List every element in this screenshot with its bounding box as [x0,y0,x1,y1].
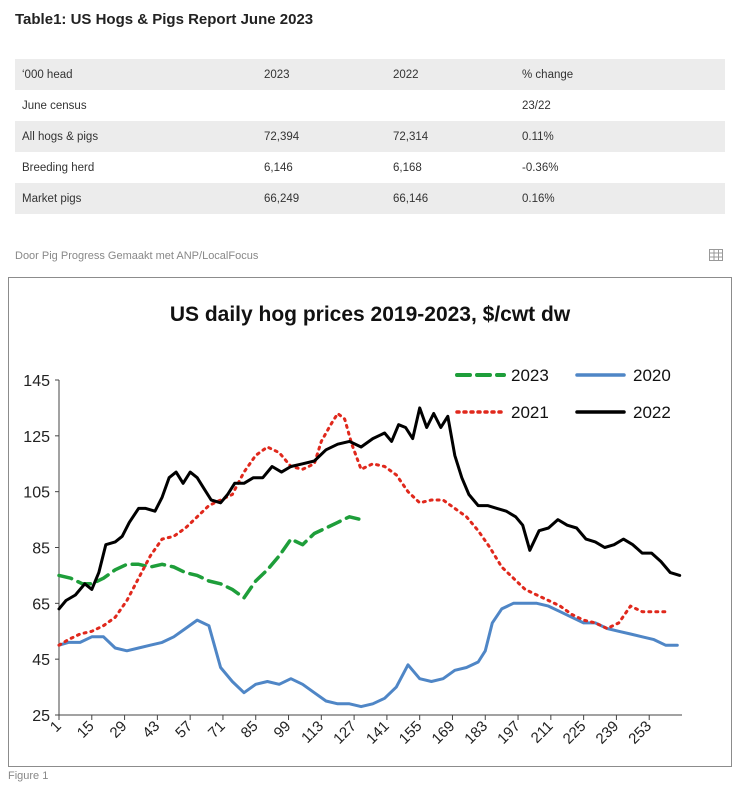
y-tick-label: 125 [23,429,50,446]
x-tick-label: 57 [172,718,196,742]
legend-label-2022: 2022 [633,403,671,422]
hog-price-chart: US daily hog prices 2019-2023, $/cwt dw 2… [23,303,682,748]
x-tick-label: 155 [396,718,426,748]
header-cell: 2023 [257,59,386,90]
header-cell: 2022 [386,59,515,90]
table-cell: 0.11% [515,121,725,152]
series-line-2022 [57,406,682,611]
x-tick-label: 141 [363,718,393,748]
y-tick-label: 105 [23,485,50,502]
y-tick-label: 25 [32,708,50,725]
series-line-2020 [57,601,679,709]
table-grid-icon[interactable] [709,249,723,261]
x-tick-label: 43 [139,718,163,742]
table-row: June census 23/22 [15,90,725,121]
table-row: Breeding herd 6,146 6,168 -0.36% [15,152,725,183]
x-tick-label: 197 [494,718,524,748]
header-cell: % change [515,59,725,90]
x-tick-label: 253 [625,718,655,748]
table-cell: 66,146 [386,183,515,214]
x-tick-label: 71 [205,718,229,742]
x-tick-label: 99 [271,718,295,742]
table-cell: Market pigs [15,183,257,214]
x-tick-label: 85 [238,718,262,742]
x-tick-label: 113 [298,718,327,747]
x-tick-label: 169 [429,718,459,748]
table-cell: 0.16% [515,183,725,214]
x-tick-label: 225 [560,718,590,748]
series-line-2021 [57,412,668,647]
table-cell [386,90,515,121]
x-tick-label: 127 [330,718,360,748]
chart-title: US daily hog prices 2019-2023, $/cwt dw [170,303,571,326]
table-header-row: ‘000 head 2023 2022 % change [15,59,725,90]
figure-caption: Figure 1 [8,770,49,782]
table-cell: 23/22 [522,99,551,112]
x-tick-label: 1 [47,718,65,736]
table-title: Table1: US Hogs & Pigs Report June 2023 [15,11,314,28]
x-tick-label: 15 [74,718,98,742]
table-cell: 66,249 [257,183,386,214]
y-tick-label: 65 [32,596,50,613]
x-tick-label: 183 [461,718,491,748]
legend-label-2023: 2023 [511,366,549,385]
table-cell: -0.36% [522,161,559,174]
table-cell: 6,168 [393,161,422,174]
table-cell: 72,314 [386,121,515,152]
table-row: All hogs & pigs 72,394 72,314 0.11% [15,121,725,152]
x-tick-label: 29 [107,718,131,742]
table-cell: Breeding herd [22,161,95,174]
table-cell: June census [22,99,87,112]
census-table: ‘000 head 2023 2022 % change June census… [15,59,725,214]
table-row: Market pigs 66,249 66,146 0.16% [15,183,725,214]
table-cell: 72,394 [257,121,386,152]
x-tick-label: 239 [593,718,623,748]
series-line-2023 [57,515,363,600]
y-tick-label: 45 [32,652,50,669]
source-credit: Door Pig Progress Gemaakt met ANP/LocalF… [15,250,259,262]
legend-label-2020: 2020 [633,366,671,385]
x-tick-label: 211 [528,718,557,747]
table-cell: All hogs & pigs [15,121,257,152]
y-tick-label: 85 [32,541,50,558]
header-cell: ‘000 head [15,59,257,90]
chart-frame: US daily hog prices 2019-2023, $/cwt dw 2… [8,277,732,767]
table-cell: 6,146 [264,161,293,174]
legend-label-2021: 2021 [511,403,549,422]
y-tick-label: 145 [23,373,50,390]
table-cell [257,90,386,121]
